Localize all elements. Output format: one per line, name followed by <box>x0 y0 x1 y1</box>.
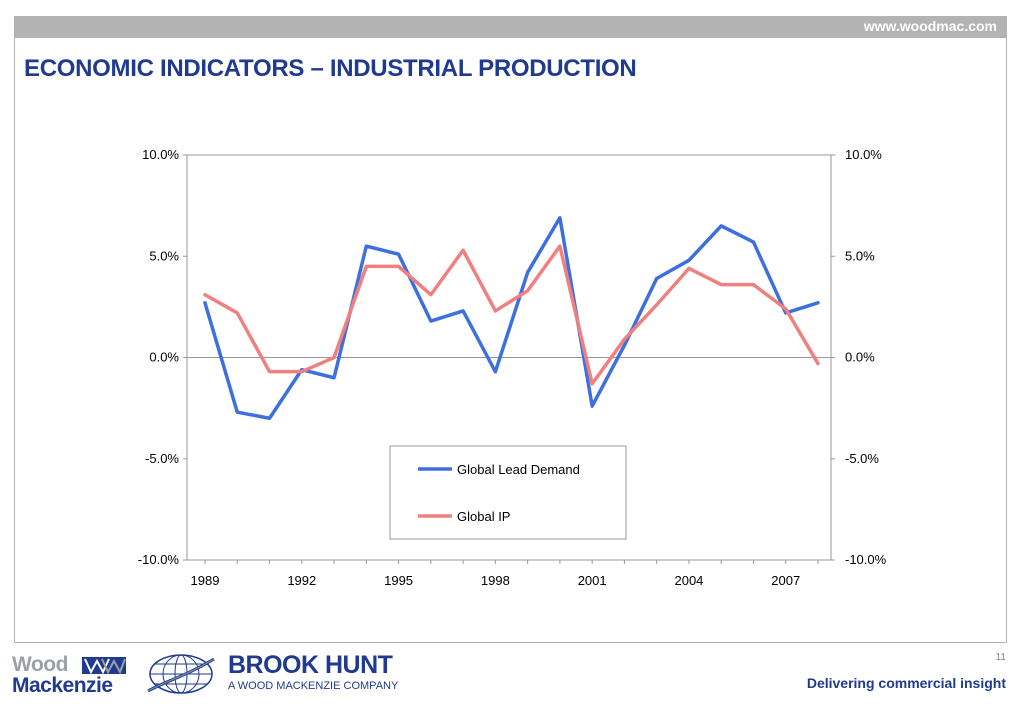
wm-logo-text-1: Wood <box>12 653 68 676</box>
x-tick-label: 1998 <box>481 573 510 588</box>
x-tick-label: 1989 <box>191 573 220 588</box>
chart-series <box>203 216 820 420</box>
series-line-1 <box>203 216 820 420</box>
y-tick-label-left: -10.0% <box>138 552 180 567</box>
y-tick-label-right: -10.0% <box>845 552 887 567</box>
wm-mark-icon <box>82 657 126 674</box>
legend-label-1: Global Lead Demand <box>457 462 580 477</box>
y-tick-label-right: 10.0% <box>845 147 882 162</box>
y-tick-label-right: 5.0% <box>845 248 875 263</box>
x-tick-label: 2007 <box>771 573 800 588</box>
brook-hunt-globe-icon <box>147 654 215 694</box>
x-tick-label: 2001 <box>578 573 607 588</box>
y-tick-label-left: 5.0% <box>149 248 179 263</box>
x-tick-label: 1995 <box>384 573 413 588</box>
legend-label-2: Global IP <box>457 509 510 524</box>
website-url: www.woodmac.com <box>863 18 997 34</box>
tagline: Delivering commercial insight <box>806 675 1006 691</box>
y-tick-label-left: 10.0% <box>142 147 179 162</box>
page-title: ECONOMIC INDICATORS – INDUSTRIAL PRODUCT… <box>24 55 637 82</box>
y-tick-label-left: -5.0% <box>145 451 179 466</box>
x-tick-label: 1992 <box>287 573 316 588</box>
chart-axes: 10.0% 10.0% 5.0% 5.0% 0.0% 0.0% -5.0% -5.0% -10.… <box>138 147 887 588</box>
slide-frame <box>14 38 1007 643</box>
legend-box <box>389 445 627 540</box>
wm-logo-text-2: Mackenzie <box>12 674 113 697</box>
y-tick-label-left: 0.0% <box>149 350 179 365</box>
top-bar: www.woodmac.com <box>14 16 1007 38</box>
wood-mackenzie-logo: Wood Mackenzie <box>12 653 130 697</box>
brook-hunt-subtitle: A WOOD MACKENZIE COMPANY <box>228 680 399 692</box>
brook-hunt-name: BROOK HUNT <box>228 651 393 679</box>
series-line-2 <box>203 244 820 386</box>
page-number: 11 <box>995 652 1006 663</box>
footer: Wood Mackenzie BROOK HUNT A WOOD MACKENZ… <box>0 645 1023 708</box>
chart-legend: Global Lead Demand Global IP <box>389 445 627 540</box>
y-tick-label-right: -5.0% <box>845 451 879 466</box>
x-tick-label: 2004 <box>674 573 703 588</box>
y-tick-label-right: 0.0% <box>845 350 875 365</box>
